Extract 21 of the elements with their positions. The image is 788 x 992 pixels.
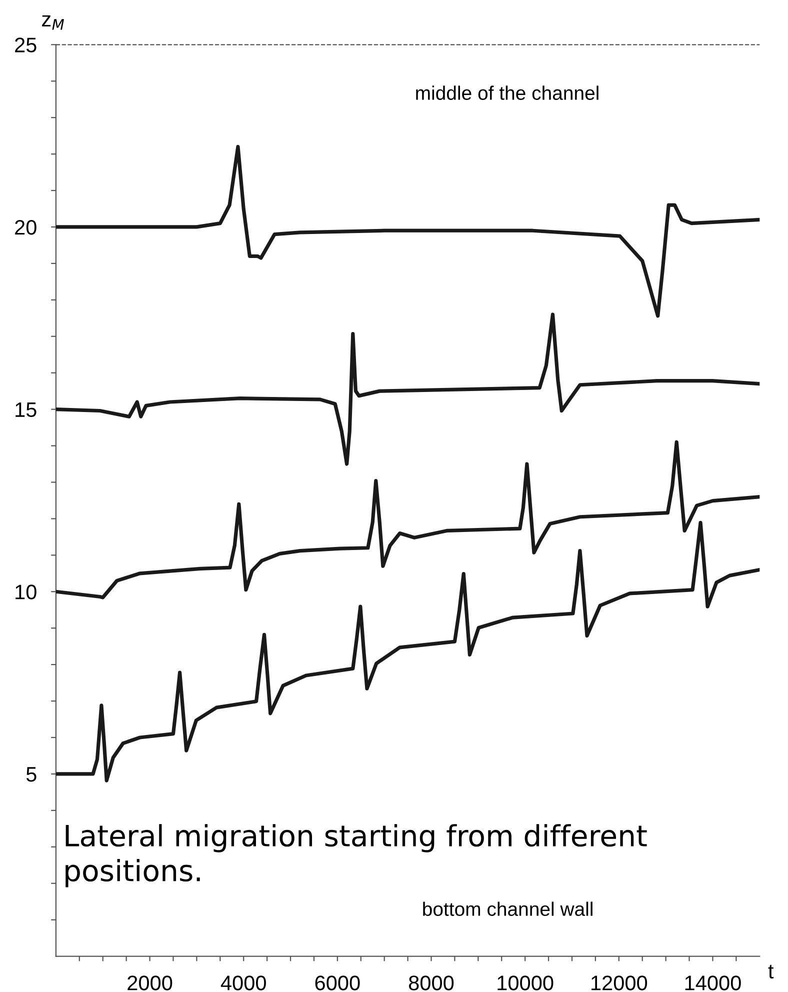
line-series [56, 144, 760, 318]
y-tick-label: 5 [26, 767, 36, 782]
y-tick-label: 25 [15, 38, 36, 52]
x-tick-label: 2000 [128, 976, 172, 990]
x-axis-title: t [768, 964, 774, 978]
x-tick-label: 6000 [315, 976, 360, 990]
x-tick-label: 12000 [592, 976, 648, 990]
x-tick-label: 10000 [498, 976, 554, 990]
line-series [56, 520, 760, 782]
y-tick-label: 15 [16, 402, 36, 418]
x-tick-label: 8000 [408, 976, 454, 990]
annotation: Lateral migration starting from different positions. [66, 824, 647, 888]
y-tick-label: 20 [15, 220, 36, 235]
x-tick-label: 14000 [685, 976, 741, 990]
annotation: bottom channel wall [423, 902, 592, 916]
line-series [56, 440, 760, 600]
annotation: middle of the channel [416, 86, 598, 100]
line-series [56, 312, 760, 466]
y-tick-label: 10 [16, 584, 36, 600]
x-tick-label: 4000 [220, 976, 266, 990]
y-axis-title: z$_{M}$ [42, 15, 64, 30]
